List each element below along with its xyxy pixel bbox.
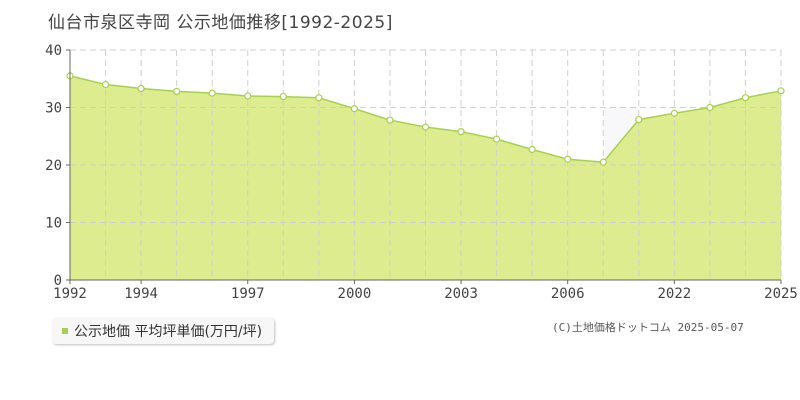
data-point bbox=[279, 92, 287, 101]
data-point bbox=[386, 116, 394, 124]
data-point bbox=[244, 92, 252, 100]
data-point bbox=[564, 155, 572, 163]
data-point bbox=[315, 94, 323, 102]
data-point bbox=[173, 87, 181, 96]
x-tick-label: 2006 bbox=[551, 286, 585, 300]
data-point bbox=[350, 105, 358, 113]
data-point bbox=[599, 158, 607, 166]
y-tick-label: 30 bbox=[45, 101, 62, 117]
data-point bbox=[421, 123, 430, 131]
data-point bbox=[137, 84, 145, 93]
legend: 公示地価 平均坪単価(万円/坪) bbox=[52, 318, 275, 344]
y-tick-label: 40 bbox=[45, 43, 62, 59]
copyright-text: (C)土地価格ドットコム 2025-05-07 bbox=[552, 321, 744, 334]
data-point bbox=[741, 94, 750, 102]
data-point bbox=[528, 145, 536, 154]
chart-title: 仙台市泉区寺岡 公示地価推移[1992-2025] bbox=[48, 13, 393, 33]
data-point bbox=[101, 80, 110, 89]
legend-swatch bbox=[62, 328, 68, 334]
x-tick-label: 1997 bbox=[231, 286, 265, 300]
data-point bbox=[670, 109, 678, 117]
data-point bbox=[493, 135, 501, 143]
data-point bbox=[208, 89, 216, 97]
data-point bbox=[706, 103, 714, 112]
x-tick-label: 2025 bbox=[764, 286, 798, 300]
data-point bbox=[635, 115, 643, 124]
data-point bbox=[777, 87, 785, 95]
y-tick-label: 0 bbox=[54, 273, 62, 289]
y-tick-label: 10 bbox=[45, 216, 62, 232]
x-tick-label: 2022 bbox=[657, 286, 691, 300]
x-tick-label: 1992 bbox=[53, 286, 87, 300]
x-tick-label: 2003 bbox=[444, 286, 478, 300]
area-fill bbox=[70, 75, 781, 280]
y-tick-label: 20 bbox=[45, 158, 62, 174]
x-tick-label: 1994 bbox=[124, 286, 158, 300]
x-tick-label: 2000 bbox=[338, 286, 372, 300]
legend-label: 公示地価 平均坪単価(万円/坪) bbox=[74, 324, 263, 340]
chart-plot: 0 10 20 30 40 1992 1994 1997 2000 2003 2006 2022 202… bbox=[45, 43, 798, 300]
data-point bbox=[457, 128, 465, 136]
